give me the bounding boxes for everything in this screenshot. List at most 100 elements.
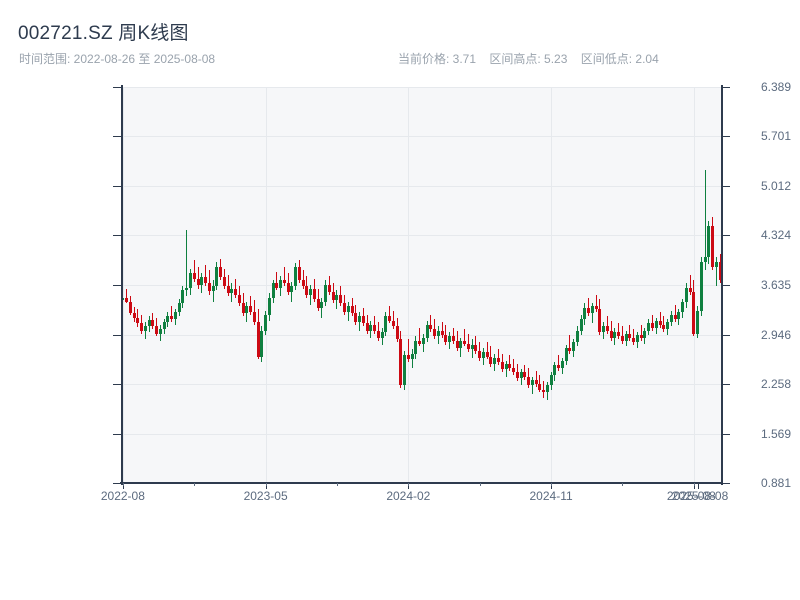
candlestick-body [264,314,268,331]
x-axis-tick [408,483,409,489]
gridline-horizontal [121,285,722,286]
candlestick-body [361,316,365,324]
candlestick-body [188,273,192,288]
candlestick-body [515,372,519,379]
y-axis-tick-label: 6.389 [760,80,791,94]
candlestick-body [485,352,489,357]
candlestick-body [579,319,583,331]
candlestick-body [560,360,564,369]
candlestick-body [583,307,587,320]
candlestick-body [335,294,339,301]
candlestick-body [410,353,414,360]
candlestick-body [617,332,621,337]
candlestick-wick [171,306,173,323]
candlestick-body [575,330,579,343]
candlestick-wick [321,297,323,318]
candlestick-wick [674,304,676,323]
gridline-horizontal [121,433,722,435]
y-axis-line [121,85,123,485]
candlestick-body [718,261,722,280]
candlestick-body [309,288,313,295]
candlestick-body [519,372,523,379]
candlestick-body [628,333,632,338]
candlestick-body [271,283,275,298]
y-axis-tick-label: 4.324 [760,228,791,243]
candlestick-body [279,280,283,288]
candlestick-body [170,316,174,320]
candlestick-body [448,336,452,343]
candlestick-body [219,267,223,278]
candlestick-body [339,294,343,304]
candlestick-body [421,337,425,344]
candlestick-body [365,323,369,331]
x-axis-minor-tick [480,483,481,486]
y-axis-tick-right [722,136,730,138]
y-axis-tick [113,433,121,435]
candlestick-body [557,365,561,369]
y-axis-tick-right [722,235,730,237]
candlestick-body [414,340,418,354]
candlestick-body [459,340,463,348]
gridline-horizontal [121,334,722,336]
candlestick-body [692,291,696,334]
candlestick-wick [498,349,499,366]
candlestick-body [358,316,362,323]
x-axis-minor-tick [694,483,695,486]
gridline-horizontal [121,235,722,237]
y-axis-tick-label: 5.012 [760,179,791,193]
candlestick-wick [704,170,706,271]
candlestick-wick [663,316,665,333]
gridline-horizontal [121,384,722,385]
candlestick-body [342,303,346,312]
y-axis-tick-label: 0.881 [760,476,791,490]
candlestick-wick [606,316,608,334]
gridline-horizontal [121,87,722,88]
candlestick-body [673,314,677,320]
candlestick-body [669,314,673,323]
candlestick-wick [419,327,421,347]
candlestick-body [463,340,467,344]
candlestick-body [305,286,309,295]
x-axis-tick [123,483,124,489]
candlestick-body [658,320,662,325]
candlestick-plot-area[interactable] [121,87,722,484]
candlestick-body [662,324,666,330]
candlestick-body [489,356,493,364]
candlestick-body [444,334,448,343]
candlestick-wick [464,329,466,347]
candlestick-body [395,326,399,340]
candlestick-body [594,306,598,310]
candlestick-body [523,372,527,377]
candlestick-body [436,330,440,337]
candlestick-body [711,225,715,268]
candlestick-body [267,297,271,315]
y-axis-tick [113,235,121,237]
candlestick-body [624,333,628,341]
candlestick-body [331,291,335,301]
candlestick-body [639,334,643,338]
candlestick-wick [208,270,210,295]
x-axis-minor-tick [622,483,623,486]
candlestick-body [373,324,377,331]
candlestick-body [470,345,474,350]
candlestick-body [587,307,591,314]
gridline-vertical [123,87,124,483]
candlestick-body [542,389,546,393]
y-axis-tick-right [722,433,730,435]
candlestick-body [429,324,433,330]
candlestick-body [173,311,177,320]
candlestick-body [185,287,189,291]
candlestick-wick [659,311,661,328]
candlestick-body [466,343,470,350]
candlestick-body [647,323,651,331]
candlestick-body [474,345,478,351]
candlestick-body [181,290,185,304]
candlestick-wick [430,314,432,333]
candlestick-wick [186,230,188,297]
candlestick-body [677,311,681,320]
candlestick-body [162,322,166,330]
candlestick-body [399,339,403,386]
candlestick-body [609,330,613,338]
candlestick-body [605,326,609,331]
candlestick-body [245,306,249,314]
